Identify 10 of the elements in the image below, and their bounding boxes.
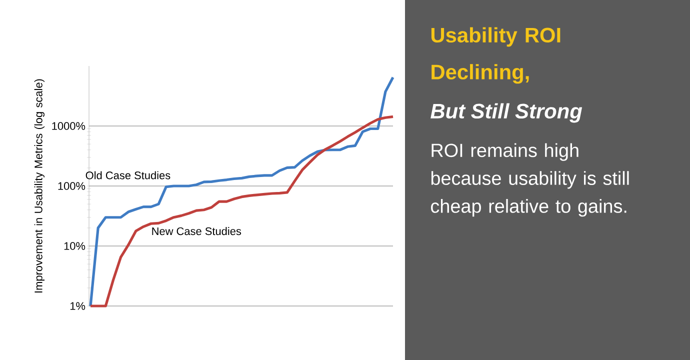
y-tick-label: 10% [64, 242, 86, 250]
text: ROI remains high because usability is still cheap relative to gains. [431, 143, 629, 217]
text: Usability ROI Declining, [431, 27, 560, 84]
series-label: Old Case Studies [86, 171, 170, 180]
series-label: New Case Studies [152, 227, 242, 236]
y-tick-label: 1% [70, 302, 86, 310]
text: But Still Strong [430, 103, 582, 123]
y-tick-label: 100% [58, 182, 86, 190]
y-axis-title: Improvement in Usability Metrics (log scale) [34, 79, 45, 292]
y-tick-label: 1000% [52, 122, 86, 130]
